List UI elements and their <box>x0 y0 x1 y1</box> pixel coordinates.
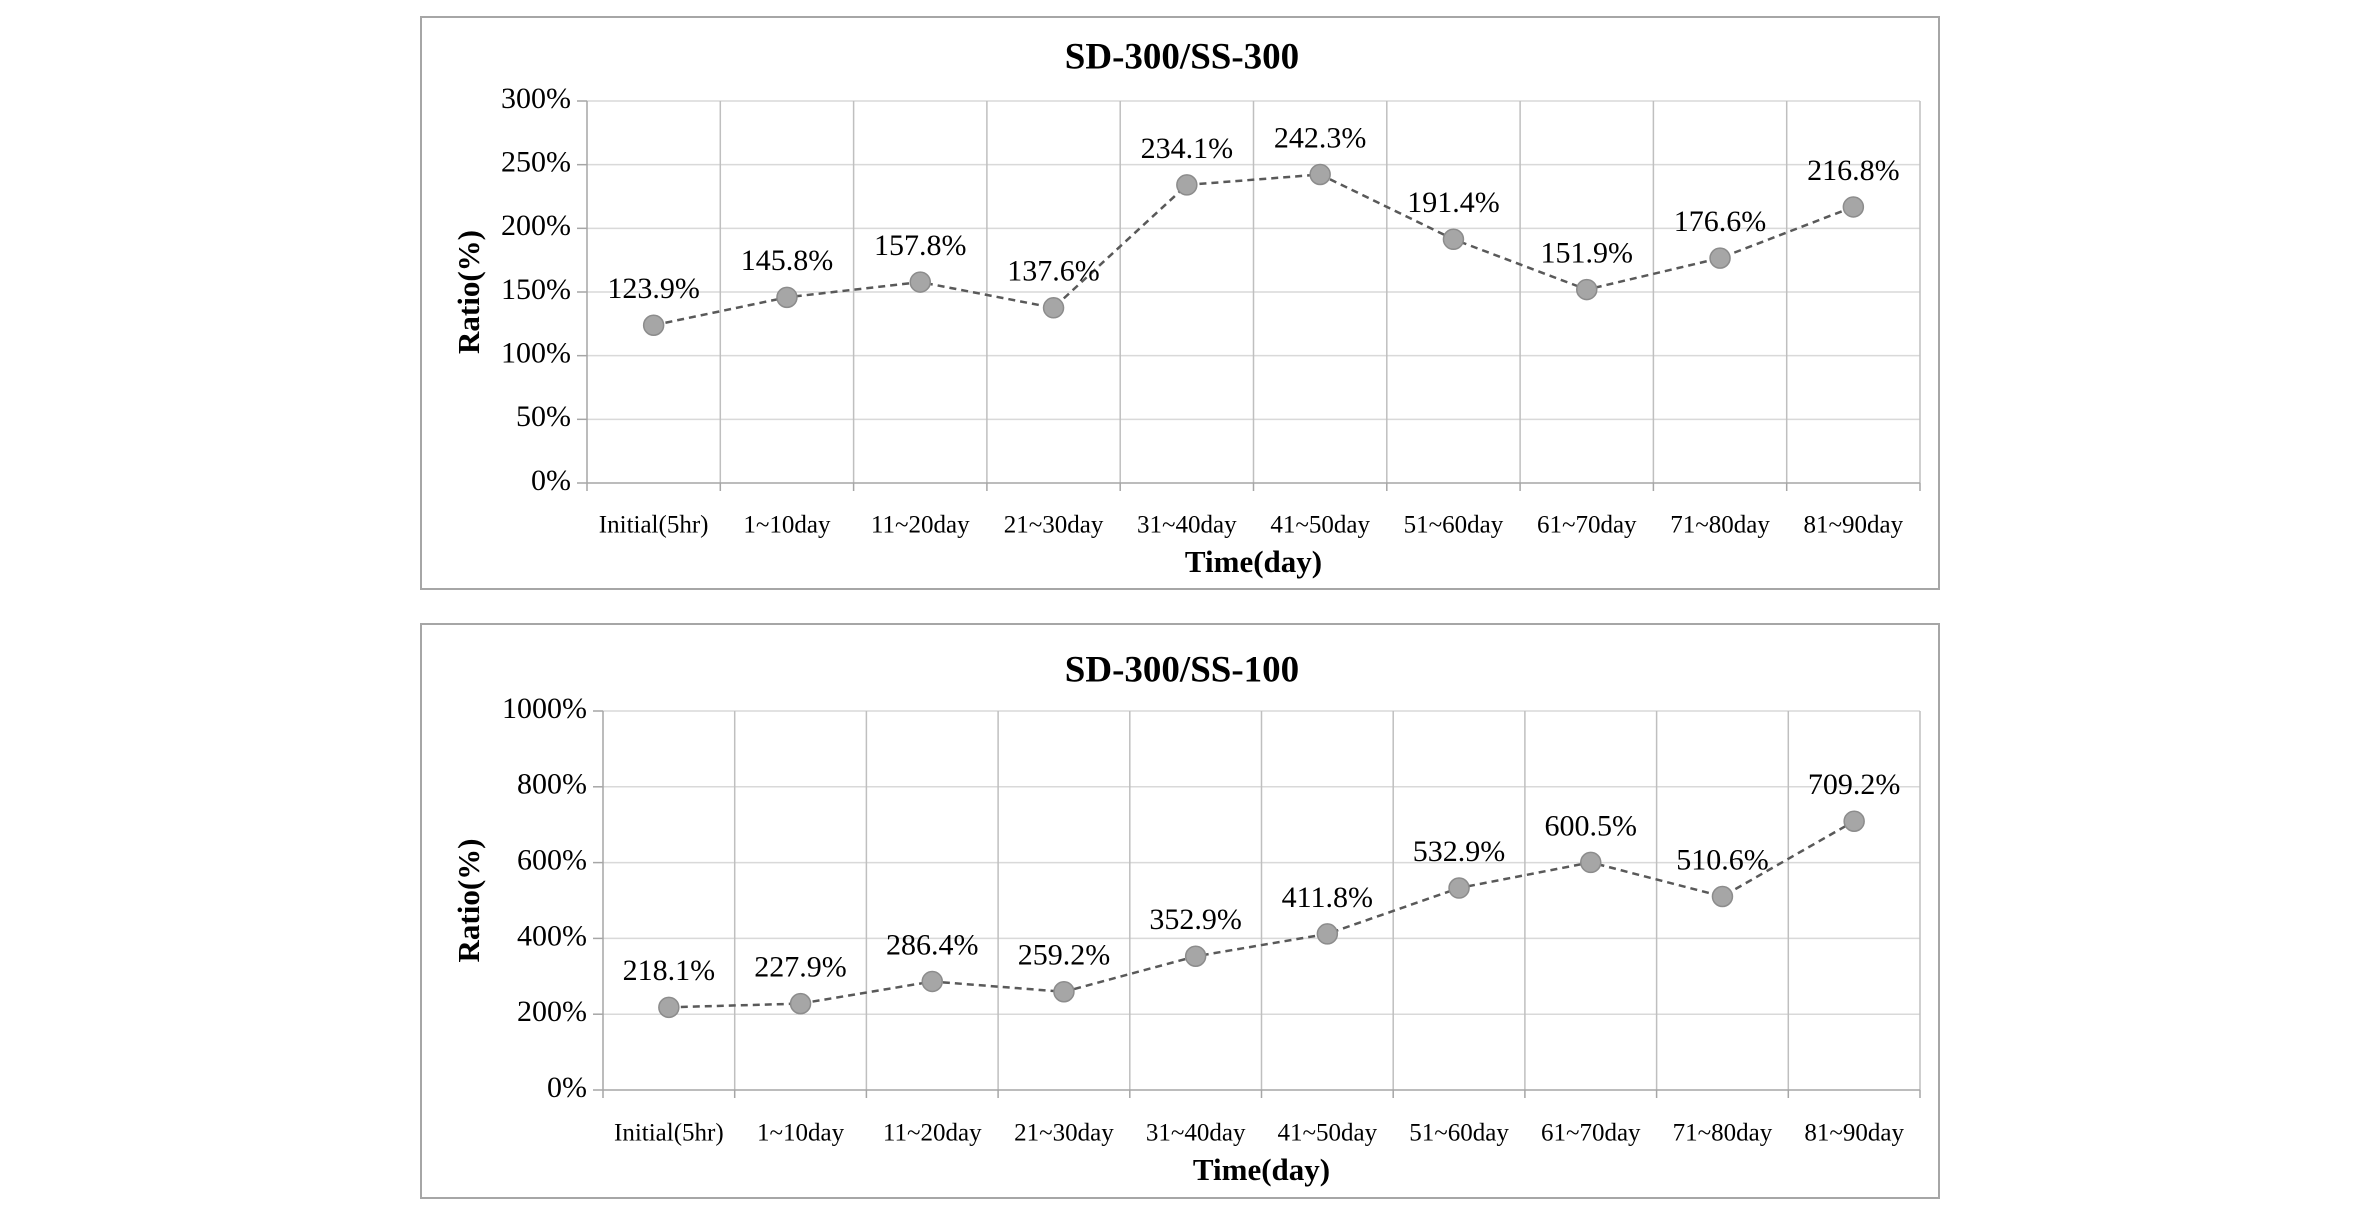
x-axis-title: Time(day) <box>1193 1152 1330 1187</box>
y-tick-label: 600% <box>517 843 587 876</box>
y-axis-title: Ratio(%) <box>451 230 486 354</box>
chart-panel-sd300-ss300: SD-300/SS-300 0% 50% 100% 150% 200% 250% 300% In… <box>420 16 1940 590</box>
x-tick-label: Initial(5hr) <box>614 1120 724 1147</box>
data-label: 234.1% <box>1141 132 1234 165</box>
data-point <box>1448 877 1470 899</box>
x-tick-label: 31~40day <box>1137 512 1237 539</box>
data-label: 259.2% <box>1018 939 1110 972</box>
y-tick-label: 1000% <box>502 692 587 725</box>
data-point <box>1711 885 1734 908</box>
data-label: 286.4% <box>886 928 979 961</box>
data-label: 216.8% <box>1807 154 1900 187</box>
x-tick-label: 31~40day <box>1146 1120 1246 1147</box>
x-tick-label: 21~30day <box>1014 1120 1114 1147</box>
x-tick-label: 71~80day <box>1673 1120 1773 1147</box>
data-point <box>1053 981 1075 1003</box>
y-tick-label: 100% <box>501 337 571 370</box>
data-label: 123.9% <box>607 272 700 305</box>
data-point <box>921 970 943 993</box>
data-label: 227.9% <box>754 951 847 984</box>
y-tick-label: 50% <box>516 400 571 433</box>
data-label: 157.8% <box>874 229 967 262</box>
y-tick-label: 0% <box>531 464 571 497</box>
data-point <box>1843 810 1865 832</box>
x-tick-label: 11~20day <box>871 512 970 539</box>
data-label: 218.1% <box>623 954 716 987</box>
data-label: 176.6% <box>1674 205 1767 238</box>
y-tick-label: 0% <box>547 1071 587 1104</box>
x-tick-label: 61~70day <box>1537 512 1637 539</box>
data-point <box>1576 278 1598 301</box>
data-point <box>1042 297 1065 319</box>
data-point <box>1316 923 1339 945</box>
data-label: 242.3% <box>1274 121 1367 154</box>
x-tick-label: 61~70day <box>1541 1120 1641 1147</box>
x-tick-label: Initial(5hr) <box>599 512 709 539</box>
x-tick-label: 1~10day <box>757 1120 845 1147</box>
data-point <box>1709 247 1731 269</box>
line-chart-sd300-ss100: SD-300/SS-100 0% 200% 400% 600% 800% 1000% Init… <box>451 649 1921 1187</box>
x-axis-title: Time(day) <box>1185 544 1322 579</box>
data-label: 411.8% <box>1282 881 1373 914</box>
data-label: 510.6% <box>1676 843 1769 876</box>
data-label: 532.9% <box>1413 835 1506 868</box>
y-tick-label: 200% <box>501 209 571 242</box>
x-tick-label: 41~50day <box>1270 512 1370 539</box>
data-point <box>1309 163 1331 186</box>
data-point <box>1580 851 1602 874</box>
y-axis-title: Ratio(%) <box>451 839 486 963</box>
data-label: 600.5% <box>1545 809 1638 842</box>
data-label: 137.6% <box>1007 255 1100 288</box>
series-line <box>668 820 1855 1009</box>
data-point <box>642 314 665 336</box>
data-point <box>776 286 798 309</box>
y-tick-label: 250% <box>501 146 571 179</box>
y-tick-label: 400% <box>517 919 587 952</box>
data-label: 709.2% <box>1808 768 1901 801</box>
line-chart-sd300-ss300: SD-300/SS-300 0% 50% 100% 150% 200% 250% 300% In… <box>451 36 1921 579</box>
chart-title: SD-300/SS-100 <box>1065 649 1299 690</box>
y-tick-label: 200% <box>517 995 587 1028</box>
data-label: 352.9% <box>1149 903 1242 936</box>
data-label: 145.8% <box>741 244 834 277</box>
x-tick-label: 1~10day <box>743 512 831 539</box>
y-tick-label: 300% <box>501 82 571 115</box>
data-point <box>909 271 931 293</box>
x-tick-label: 81~90day <box>1804 1120 1904 1147</box>
x-tick-label: 51~60day <box>1404 512 1504 539</box>
x-tick-label: 51~60day <box>1409 1120 1509 1147</box>
x-tick-label: 41~50day <box>1278 1120 1378 1147</box>
series-line <box>653 173 1854 327</box>
data-point <box>1842 196 1865 218</box>
y-tick-label: 150% <box>501 273 571 306</box>
data-point <box>1442 228 1465 251</box>
data-point <box>658 996 680 1019</box>
data-point <box>1176 174 1198 196</box>
y-tick-label: 800% <box>517 768 587 801</box>
data-label: 191.4% <box>1407 186 1500 219</box>
x-tick-label: 81~90day <box>1804 512 1904 539</box>
chart-title: SD-300/SS-300 <box>1065 36 1299 77</box>
data-label: 151.9% <box>1541 236 1634 269</box>
data-point <box>789 992 812 1015</box>
x-tick-label: 11~20day <box>883 1120 982 1147</box>
x-tick-label: 71~80day <box>1670 512 1770 539</box>
chart-panel-sd300-ss100: SD-300/SS-100 0% 200% 400% 600% 800% 1000% Init… <box>420 623 1940 1199</box>
data-point <box>1184 945 1207 968</box>
x-tick-label: 21~30day <box>1004 512 1104 539</box>
